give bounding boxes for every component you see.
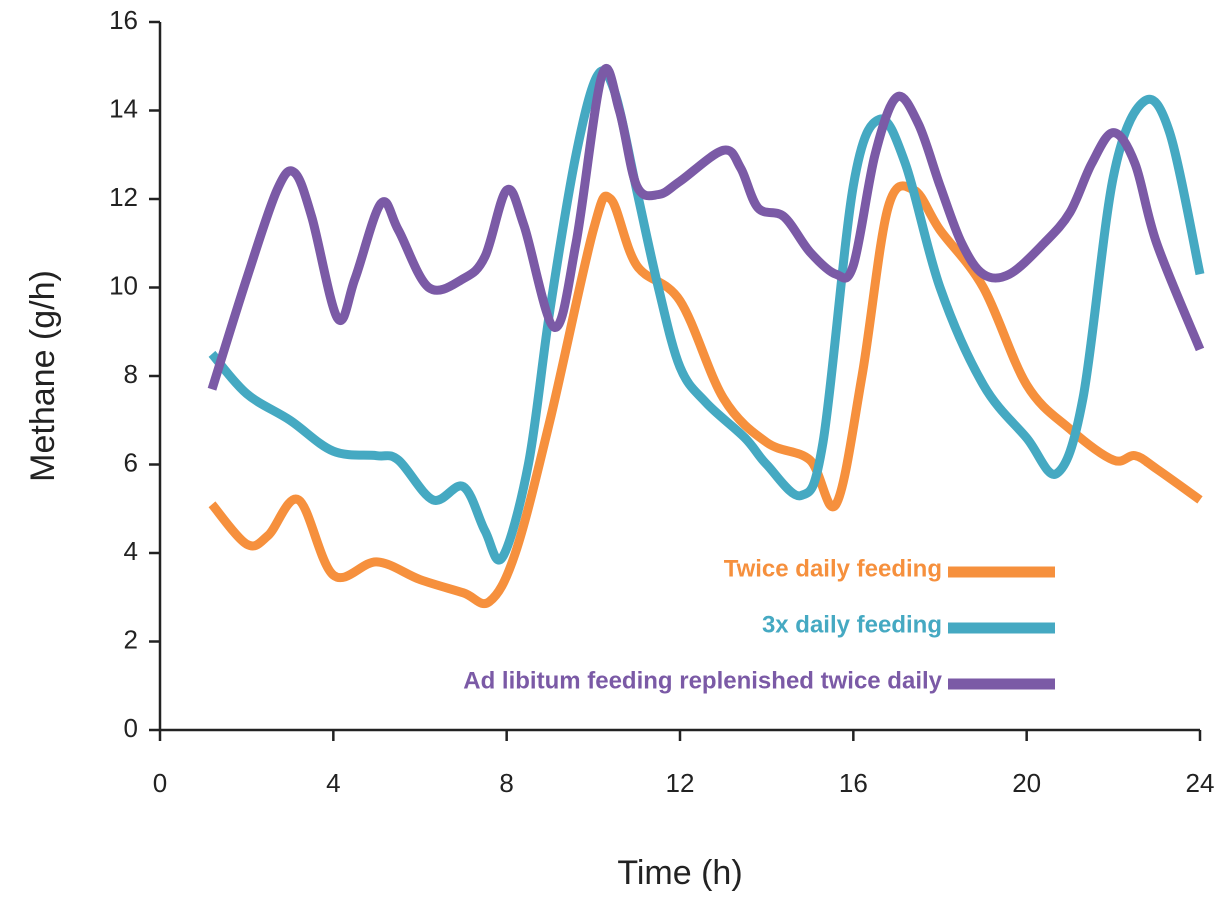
series-line <box>207 64 1205 391</box>
y-tick-label: 16 <box>109 5 138 35</box>
y-tick-label: 8 <box>124 359 138 389</box>
legend-label: Twice daily feeding <box>724 555 942 582</box>
series-line <box>208 66 1205 565</box>
y-tick-label: 0 <box>124 713 138 743</box>
y-tick-label: 6 <box>124 447 138 477</box>
legend-label: Ad libitum feeding replenished twice dai… <box>463 667 942 694</box>
y-tick-label: 12 <box>109 182 138 212</box>
x-tick-label: 4 <box>326 768 340 798</box>
x-tick-label: 24 <box>1186 768 1215 798</box>
x-axis-title: Time (h) <box>617 854 742 892</box>
y-tick-label: 2 <box>124 624 138 654</box>
legend-label: 3x daily feeding <box>762 611 942 638</box>
y-axis-title: Methane (g/h) <box>24 270 62 482</box>
x-tick-label: 12 <box>666 768 695 798</box>
series-line <box>208 181 1203 609</box>
x-tick-label: 0 <box>153 768 167 798</box>
x-tick-label: 16 <box>839 768 868 798</box>
x-tick-label: 8 <box>499 768 513 798</box>
y-tick-label: 14 <box>109 93 138 123</box>
x-tick-label: 20 <box>1012 768 1041 798</box>
y-tick-label: 4 <box>124 536 138 566</box>
y-tick-label: 10 <box>109 270 138 300</box>
